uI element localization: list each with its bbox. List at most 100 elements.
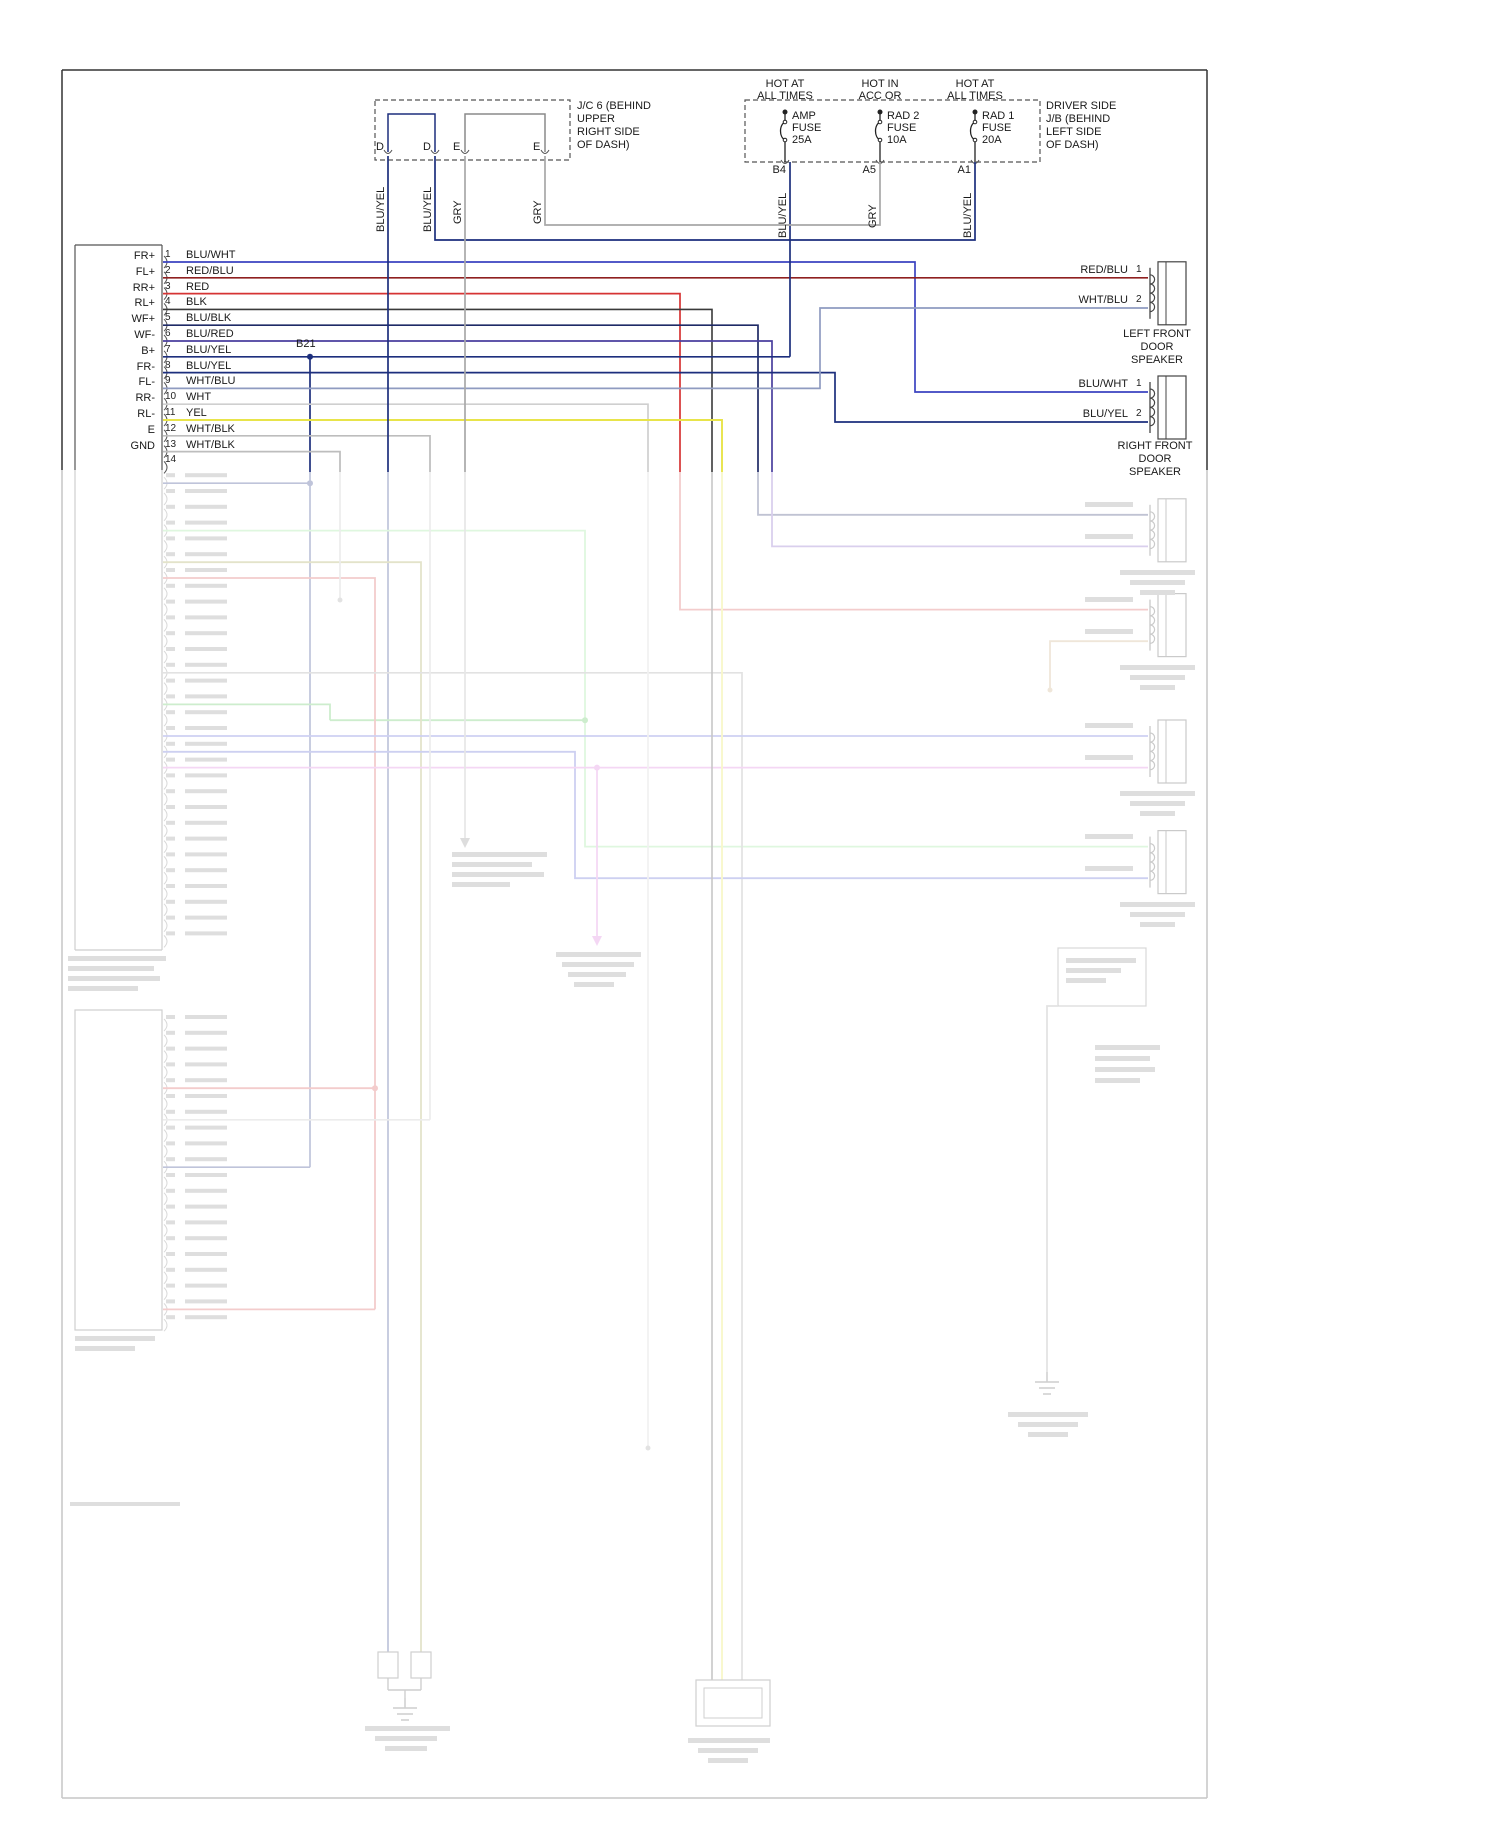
left-speaker-name-line3: SPEAKER [1131, 354, 1183, 366]
pin-function-rl-minus: RL- [137, 408, 155, 420]
right-speaker-pin2-wire: BLU/YEL [1082, 408, 1128, 420]
pin-13-number: 13 [165, 438, 177, 450]
pin-function-fr-minus: FR- [136, 360, 155, 373]
pin-10-wire: WHT [186, 391, 212, 404]
power-source-1-line2: ALL TIMES [757, 90, 813, 102]
wires [163, 156, 1148, 472]
jc6-title-line4: OF DASH) [577, 139, 630, 151]
junction-b21-dot [307, 353, 313, 360]
power-source-2-line2: ACC OR [858, 90, 902, 102]
jc6-terminal-e1: E [453, 141, 461, 153]
pin-1-number: 1 [165, 249, 171, 260]
pin-function-fl-plus: FL+ [135, 265, 155, 278]
pin-6-wire: BLU/RED [186, 328, 234, 340]
amp-fuse-type: FUSE [792, 122, 822, 134]
pin-function-e: E [147, 423, 155, 436]
pin-6-number: 6 [165, 328, 171, 339]
rad1-fuse-rating: 20A [982, 134, 1002, 146]
crisp-section [61, 69, 1208, 474]
left-front-speaker-symbol [1149, 261, 1187, 326]
rad2-fuse-rating: 10A [887, 134, 907, 146]
jb-terminal-a1: A1 [957, 164, 971, 176]
rad2-fuse-symbol [874, 109, 883, 162]
rad1-fuse-symbol [969, 109, 978, 162]
pin-function-b-plus: B+ [141, 344, 155, 357]
jc6-title-line1: J/C 6 (BEHIND [577, 100, 651, 112]
power-source-3-line1: HOT AT [955, 78, 995, 90]
rad1-fuse-name: RAD 1 [982, 110, 1015, 122]
pin-7-number: 7 [165, 343, 171, 355]
pin-4-number: 4 [165, 296, 171, 308]
jb-wire-label-a1: BLU/YEL [962, 192, 974, 238]
jb-terminal-b4: B4 [772, 164, 786, 176]
jb-title-line2: J/B (BEHIND [1046, 113, 1111, 125]
left-speaker-pin1-number: 1 [1136, 264, 1142, 275]
pin-3-wire: RED [186, 280, 210, 293]
pin-function-rr-plus: RR+ [132, 281, 155, 294]
jc6-terminal-d1: D [376, 141, 384, 153]
pin-2-number: 2 [165, 264, 171, 276]
pin-2-wire: RED/BLU [186, 264, 234, 277]
left-speaker-name-line2: DOOR [1140, 341, 1174, 353]
pin-8-number: 8 [165, 359, 171, 371]
jb-wire-label-b4: BLU/YEL [777, 192, 789, 238]
jc6-title-line2: UPPER [577, 113, 615, 125]
rad2-fuse-type: FUSE [887, 122, 917, 134]
jc6-wire-label-4: GRY [532, 200, 544, 224]
pin-1-wire: BLU/WHT [186, 249, 236, 261]
pin-11-wire: YEL [186, 407, 207, 419]
power-source-3-line2: ALL TIMES [947, 90, 1003, 102]
jc6-wire-label-2: BLU/YEL [422, 186, 434, 232]
jb-title-line3: LEFT SIDE [1046, 126, 1102, 138]
faded-lower-section [61, 470, 1208, 1799]
left-speaker-pin2-number: 2 [1136, 294, 1142, 305]
pin-9-number: 9 [165, 375, 171, 387]
right-speaker-pin1-number: 1 [1136, 378, 1142, 389]
pin-14-number: 14 [165, 454, 177, 466]
jb-title-line1: DRIVER SIDE [1046, 100, 1117, 112]
right-speaker-pin1-wire: BLU/WHT [1078, 378, 1129, 390]
junction-b21-label: B21 [296, 338, 316, 350]
jc6-box [374, 99, 571, 161]
amp-fuse-name: AMP [792, 110, 816, 122]
right-speaker-name-line3: SPEAKER [1129, 466, 1181, 478]
jc6-wire-label-3: GRY [452, 200, 464, 224]
pin-function-wf-plus: WF+ [131, 313, 155, 326]
pin-function-rr-minus: RR- [135, 392, 155, 405]
pin-7-wire: BLU/YEL [186, 343, 232, 356]
pin-function-rl-plus: RL+ [134, 297, 156, 310]
pin-5-number: 5 [165, 312, 171, 324]
pin-12-number: 12 [165, 422, 177, 434]
pin-4-wire: BLK [186, 296, 207, 309]
jb-wire-label-a5: GRY [867, 204, 879, 228]
rad1-fuse-type: FUSE [982, 122, 1012, 134]
pin-3-number: 3 [165, 280, 171, 292]
right-front-speaker-symbol [1149, 375, 1187, 440]
right-speaker-name-line2: DOOR [1138, 453, 1172, 465]
jc6-title-line3: RIGHT SIDE [577, 126, 640, 138]
jc6-terminal-e2: E [533, 141, 541, 153]
right-speaker-name-line1: RIGHT FRONT [1117, 440, 1193, 452]
rad2-fuse-name: RAD 2 [887, 110, 920, 122]
amp-fuse-symbol [779, 109, 788, 162]
pin-13-wire: WHT/BLK [186, 438, 235, 451]
left-speaker-pin2-wire: WHT/BLU [1078, 294, 1129, 306]
junction-block-box [744, 99, 1041, 164]
right-speaker-pin2-number: 2 [1136, 408, 1142, 419]
pin-12-wire: WHT/BLK [186, 422, 235, 435]
amp-fuse-rating: 25A [792, 134, 812, 146]
pin-function-fl-minus: FL- [138, 376, 156, 389]
pin-8-wire: BLU/YEL [186, 359, 232, 372]
left-speaker-name-line1: LEFT FRONT [1123, 328, 1191, 340]
left-speaker-pin1-wire: RED/BLU [1080, 264, 1128, 276]
pin-10-number: 10 [165, 391, 177, 403]
pin-5-wire: BLU/BLK [186, 312, 232, 325]
jc6-terminal-d2: D [423, 141, 431, 153]
pin-function-wf-minus: WF- [134, 329, 155, 341]
jc6-wire-label-1: BLU/YEL [375, 186, 387, 232]
jb-terminal-a5: A5 [862, 164, 876, 176]
power-source-2-line1: HOT IN [861, 78, 899, 90]
power-source-1-line1: HOT AT [765, 78, 805, 90]
